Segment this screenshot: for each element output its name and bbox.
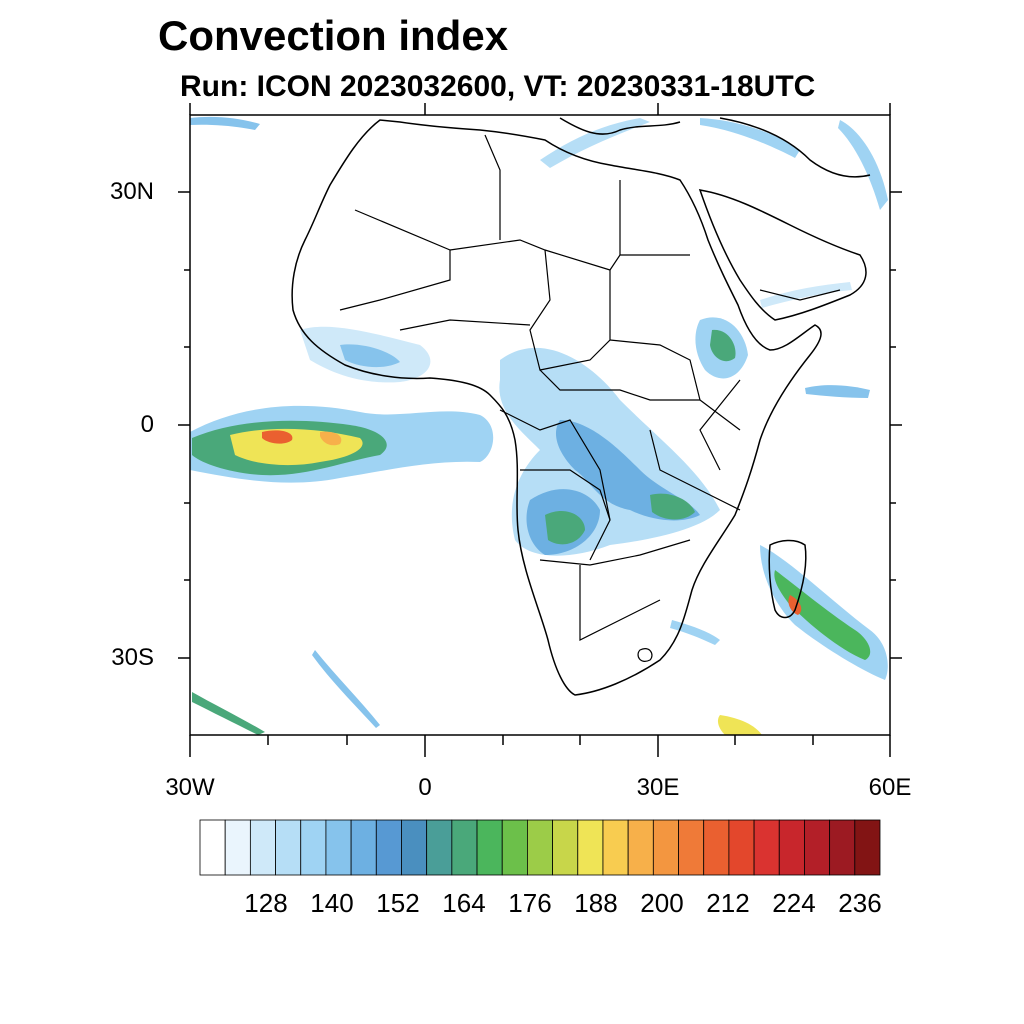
y-tick-0: 0 (140, 411, 154, 438)
y-tick-30n: 30N (109, 178, 154, 205)
arabia-coast (698, 189, 867, 321)
colorbar-cell (527, 819, 553, 876)
indian-ocean-core (774, 570, 871, 660)
border-libya-west (484, 134, 501, 240)
med-coast-east (559, 117, 681, 135)
colorbar-cell (854, 819, 881, 876)
somali-streak (805, 385, 870, 398)
colorbar-cell (602, 819, 629, 876)
colorbar-cell (451, 819, 478, 876)
colorbar-cell (476, 819, 503, 876)
colorbar-cell (275, 819, 302, 876)
arabia-streak (838, 120, 888, 210)
gulf-streak (760, 282, 852, 308)
colorbar-cell (375, 819, 402, 876)
west-africa-core (340, 344, 400, 368)
x-tick-0: 0 (418, 774, 432, 801)
border-sudan (609, 339, 741, 431)
colorbar-cell (652, 819, 679, 876)
border-somalia (699, 379, 741, 471)
atlantic-band-peak (262, 430, 293, 444)
colorbar-cell (577, 819, 604, 876)
map-title: Convection index (158, 12, 509, 59)
coastlines (291, 117, 871, 696)
atlantic-band-peak2 (320, 431, 342, 446)
colorbar-cell (552, 819, 579, 876)
colorbar-cell (703, 819, 730, 876)
colorbar-cell (300, 819, 327, 876)
colorbar-label: 188 (574, 888, 618, 918)
colorbar-cell (728, 819, 755, 876)
africa-coast (291, 119, 822, 696)
colorbar-cell (678, 819, 705, 876)
colorbar-cell (224, 819, 251, 876)
map-subtitle: Run: ICON 2023032600, VT: 20230331-18UTC (180, 70, 816, 103)
colorbar-label: 164 (442, 888, 486, 918)
colorbar-cell (829, 819, 856, 876)
colorbar-cell (804, 819, 831, 876)
colorbar-label: 140 (310, 888, 354, 918)
border-car (539, 369, 700, 401)
turkey-levant-coast (719, 117, 871, 178)
colorbar-cell (249, 819, 276, 876)
border-maghreb (339, 209, 451, 311)
mozambique-streak (670, 620, 720, 645)
nw-streak (190, 116, 260, 130)
border-congo (499, 409, 611, 561)
convection-field (190, 116, 888, 735)
colorbar-cell (199, 819, 226, 876)
southern-streak (312, 650, 380, 728)
border-drc-angola (520, 469, 611, 521)
x-tick-60e: 60E (868, 774, 912, 801)
colorbar (199, 819, 881, 876)
colorbar-label: 236 (838, 888, 882, 918)
eastmed-streak (700, 118, 800, 158)
border-southern-1 (539, 539, 691, 566)
border-sahel (399, 319, 531, 331)
border-lesotho (637, 648, 653, 662)
madagascar-peak (788, 595, 802, 615)
colorbar-label: 224 (772, 888, 816, 918)
axis-ticks (178, 103, 902, 757)
colorbar-label: 128 (244, 888, 288, 918)
border-namibia (579, 565, 661, 641)
x-tick-30e: 30E (636, 774, 680, 801)
colorbar-cell (627, 819, 654, 876)
border-east-africa (649, 429, 741, 511)
colorbar-cell (350, 819, 377, 876)
colorbar-label: 212 (706, 888, 750, 918)
colorbar-cell (401, 819, 428, 876)
tanzania-core (650, 493, 695, 520)
colorbar-label: 176 (508, 888, 552, 918)
ethiopia-core (710, 329, 736, 362)
colorbar-cell (325, 819, 352, 876)
border-arabia (759, 289, 841, 301)
colorbar-label: 200 (640, 888, 684, 918)
x-tick-30w: 30W (165, 774, 215, 801)
colorbar-label: 152 (376, 888, 420, 918)
sw-streak (192, 692, 265, 735)
madagascar-coast (768, 539, 807, 619)
mediterranean-streak (540, 118, 650, 168)
south-indian-blob (717, 715, 762, 735)
border-sahara (449, 239, 690, 271)
colorbar-cell (501, 819, 528, 876)
colorbar-cell (778, 819, 805, 876)
colorbar-cell (753, 819, 780, 876)
colorbar-cell (426, 819, 453, 876)
angola-core (545, 510, 585, 545)
y-tick-30s: 30S (111, 644, 154, 671)
country-borders (339, 134, 841, 662)
